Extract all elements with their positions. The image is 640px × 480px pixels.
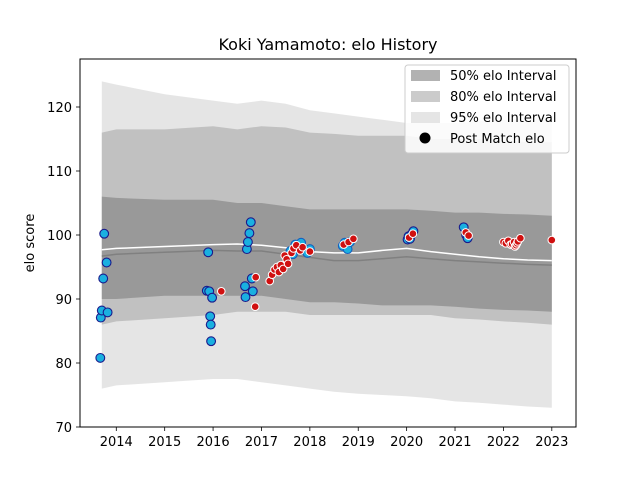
legend-marker-post-match (419, 132, 431, 144)
x-tick-label: 2019 (342, 435, 375, 450)
x-tick-label: 2015 (148, 435, 181, 450)
post-match-elo-point (464, 231, 473, 240)
opponent-elo-point (95, 352, 106, 363)
x-tick-label: 2023 (535, 435, 568, 450)
x-axis: 2014 2015 2016 2017 2018 2019 2020 2021 2022 2023 (100, 427, 568, 450)
x-tick-label: 2022 (487, 435, 520, 450)
opponent-elo-point (240, 292, 251, 303)
legend-label-50: 50% elo Interval (450, 69, 557, 84)
chart-title: Koki Yamamoto: elo History (218, 35, 437, 54)
legend-label-95: 95% elo Interval (450, 111, 557, 126)
x-tick-label: 2020 (390, 435, 423, 450)
x-tick-label: 2014 (100, 435, 133, 450)
opponent-elo-point (205, 311, 216, 322)
post-match-elo-point (516, 233, 525, 243)
post-match-elo-point (217, 287, 226, 296)
opponent-elo-point (98, 273, 109, 284)
opponent-elo-point (242, 237, 253, 247)
opponent-elo-point (101, 257, 112, 268)
opponent-elo-point (244, 228, 255, 239)
y-tick-label: 120 (47, 101, 72, 116)
post-match-elo-point (251, 272, 260, 282)
x-tick-label: 2017 (245, 435, 278, 450)
y-axis: 70 80 90 100 110 120 (47, 101, 80, 436)
post-match-elo-point (349, 234, 358, 244)
opponent-elo-point (207, 292, 218, 303)
plot-frame (79, 58, 577, 428)
opponent-elo-point (102, 307, 113, 318)
legend-swatch-50 (411, 70, 440, 81)
opponent-elo-point (99, 228, 110, 239)
post-match-elo-point (278, 264, 288, 274)
y-tick-label: 100 (47, 229, 72, 244)
post-match-elo-points (217, 228, 557, 312)
opponent-elo-point (240, 281, 250, 292)
post-match-elo-point (283, 259, 293, 269)
y-axis-label: elo score (23, 214, 38, 273)
x-tick-label: 2021 (438, 435, 471, 450)
band-50 (101, 196, 552, 312)
legend-swatch-95 (411, 112, 440, 123)
legend-swatch-80 (411, 91, 440, 102)
post-match-elo-point (298, 242, 307, 252)
opponent-elo-point (245, 217, 256, 228)
opponent-elo-point (247, 286, 258, 297)
opponent-elo-point (203, 247, 214, 258)
post-match-elo-point (305, 247, 315, 256)
legend-label-post-match: Post Match elo (450, 132, 545, 147)
y-tick-label: 110 (47, 165, 72, 180)
x-tick-label: 2016 (197, 435, 230, 450)
legend: 50% elo Interval 80% elo Interval 95% el… (404, 64, 570, 154)
x-tick-label: 2018 (293, 435, 326, 450)
post-match-elo-point (250, 302, 260, 312)
legend-box (404, 64, 570, 154)
y-tick-label: 90 (55, 293, 72, 308)
y-tick-label: 70 (55, 421, 72, 436)
opponent-elo-point (206, 336, 217, 347)
y-tick-label: 80 (55, 357, 72, 372)
post-match-elo-point (408, 229, 418, 238)
legend-label-80: 80% elo Interval (450, 90, 557, 105)
post-match-elo-point (547, 235, 557, 245)
opponent-elo-point (205, 319, 216, 330)
